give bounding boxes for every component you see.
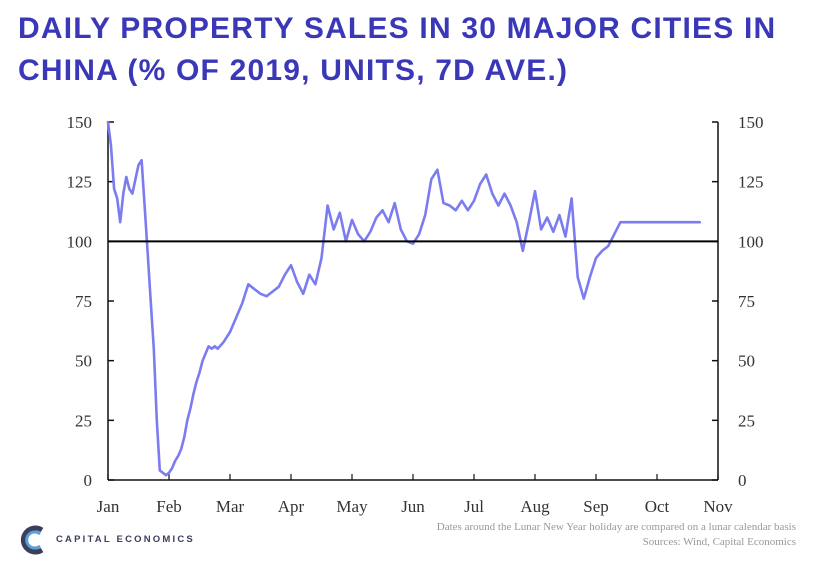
x-tick-label: Oct: [645, 497, 670, 516]
y-axis-left: 0 25 50 75 100 125 150: [67, 113, 114, 490]
y-axis-right: 0 25 50 75 100 125 150: [712, 113, 764, 490]
y-tick-label-left: 25: [75, 411, 92, 430]
series-line-0: [106, 120, 701, 477]
y-tick-label-right: 150: [738, 113, 764, 132]
logo-text: CAPITAL ECONOMICS: [56, 534, 195, 545]
y-tick-label-right: 25: [738, 411, 755, 430]
y-tick-label-right: 0: [738, 471, 747, 490]
y-tick-label-left: 125: [67, 173, 93, 192]
x-tick-label: Jul: [464, 497, 484, 516]
x-tick-label: Jan: [97, 497, 120, 516]
chart-footnote: Dates around the Lunar New Year holiday …: [437, 520, 796, 550]
x-axis: Jan Feb Mar Apr May Jun Jul Aug Sep Oct Nov: [97, 474, 733, 516]
lunar-note: Dates around the Lunar New Year holiday …: [436, 521, 796, 533]
chart-title: DAILY PROPERTY SALES IN 30 MAJOR CITIES …: [18, 12, 777, 87]
y-tick-label-right: 125: [738, 173, 764, 192]
y-tick-label-right: 50: [738, 352, 755, 371]
x-tick-label: Feb: [156, 497, 182, 516]
source-note: Sources: Wind, Capital Economics: [642, 536, 796, 548]
x-tick-label: Nov: [703, 497, 733, 516]
x-tick-label: May: [336, 497, 368, 516]
x-tick-label: Sep: [583, 497, 609, 516]
y-tick-label-left: 150: [67, 113, 93, 132]
capital-economics-logo-icon: [20, 525, 44, 555]
capital-economics-logo: CAPITAL ECONOMICS: [18, 524, 208, 556]
x-tick-label: Apr: [278, 497, 305, 516]
y-tick-label-left: 100: [67, 232, 93, 251]
y-tick-label-right: 75: [738, 292, 755, 311]
x-tick-label: Aug: [520, 497, 550, 516]
x-tick-label: Jun: [401, 497, 425, 516]
y-tick-label-left: 50: [75, 352, 92, 371]
x-tick-label: Mar: [216, 497, 245, 516]
series-layer: [106, 120, 701, 477]
y-tick-label-left: 75: [75, 292, 92, 311]
y-tick-label-left: 0: [84, 471, 93, 490]
y-tick-label-right: 100: [738, 232, 764, 251]
